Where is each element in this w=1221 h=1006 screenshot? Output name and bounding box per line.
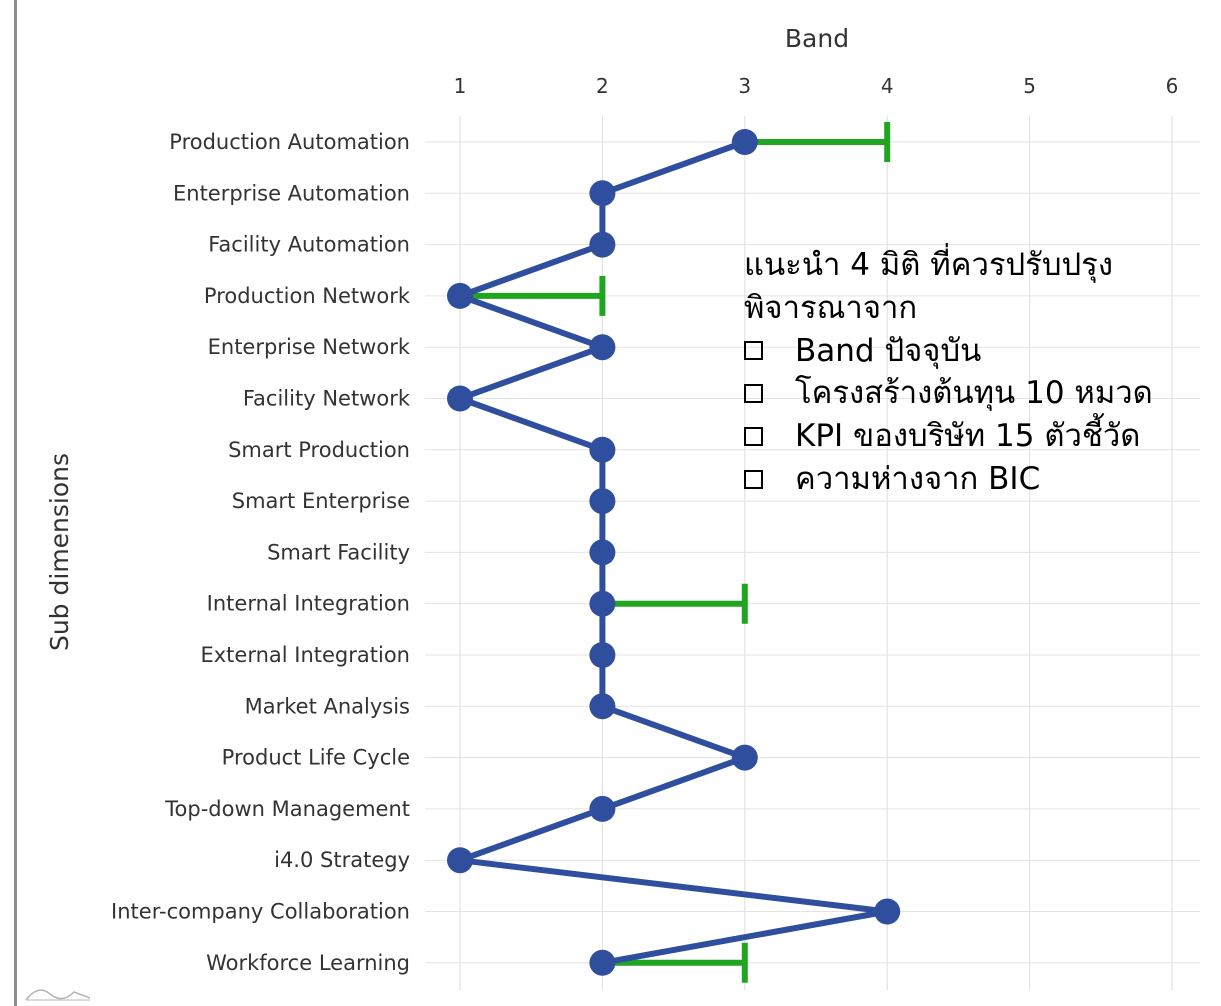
category-label: Smart Production (228, 438, 410, 462)
data-point (589, 693, 616, 720)
data-point (447, 385, 473, 412)
note-item: KPI ของบริษัท 15 ตัวชี้วัด (744, 415, 1214, 458)
target-bars (460, 122, 891, 983)
category-label: Inter-company Collaboration (111, 900, 410, 924)
data-point (731, 744, 758, 771)
category-label: Top-down Management (164, 797, 410, 821)
data-point (589, 488, 616, 515)
checkbox-icon (744, 426, 763, 446)
x-tick-label: 2 (596, 74, 609, 98)
data-point (589, 436, 616, 463)
data-point (589, 180, 616, 207)
x-tick-label: 3 (738, 74, 751, 98)
note-item-text: ความห่างจาก BIC (795, 460, 1041, 497)
data-point (874, 898, 901, 925)
note-item: ความห่างจาก BIC (744, 458, 1214, 501)
recommendation-note: แนะนำ 4 มิติ ที่ควรปรับปรุง พิจารณาจาก B… (744, 244, 1214, 501)
category-label: Facility Network (243, 387, 411, 411)
chart-thumbnail-icon (25, 989, 91, 1001)
category-label: Smart Facility (267, 540, 410, 564)
y-axis-title: Sub dimensions (45, 453, 74, 651)
x-tick-label: 5 (1023, 74, 1036, 98)
category-label: Internal Integration (207, 592, 410, 616)
category-label: Facility Automation (208, 233, 410, 257)
category-label: Workforce Learning (206, 951, 410, 975)
data-point (447, 847, 473, 874)
checkbox-icon (744, 341, 763, 361)
category-label: Production Network (204, 284, 411, 308)
data-point (589, 334, 616, 361)
category-label: Enterprise Automation (173, 181, 410, 205)
note-item: Band ปัจจุบัน (744, 330, 1214, 373)
x-tick-label: 4 (881, 74, 894, 98)
x-axis-ticks: 1 2 3 4 5 6 (454, 74, 1179, 98)
x-axis-title: Band (785, 24, 849, 53)
y-axis-labels: Production Automation Enterprise Automati… (111, 130, 411, 975)
note-item-text: Band ปัจจุบัน (795, 332, 982, 369)
series-points (447, 129, 901, 976)
note-title-line2: พิจารณาจาก (744, 289, 918, 326)
category-label: Smart Enterprise (232, 489, 410, 513)
checkbox-icon (744, 469, 763, 489)
data-point (447, 282, 473, 309)
category-label: i4.0 Strategy (274, 848, 410, 872)
note-title-line1: แนะนำ 4 มิติ ที่ควรปรับปรุง (744, 247, 1113, 283)
x-tick-label: 6 (1166, 74, 1179, 98)
note-item-text: โครงสร้างต้นทุน 10 หมวด (795, 375, 1153, 412)
category-label: Production Automation (169, 130, 410, 154)
x-tick-label: 1 (454, 74, 467, 98)
data-point (589, 539, 616, 566)
note-item-text: KPI ของบริษัท 15 ตัวชี้วัด (795, 418, 1141, 455)
data-point (589, 949, 616, 976)
left-border (14, 0, 17, 1006)
data-point (589, 642, 616, 668)
data-point (589, 590, 616, 617)
category-label: Enterprise Network (208, 335, 411, 359)
data-point (731, 129, 758, 155)
data-point (589, 231, 616, 258)
data-point (589, 795, 616, 822)
checkbox-icon (744, 384, 763, 404)
grid (425, 116, 1200, 990)
category-label: Product Life Cycle (222, 746, 410, 770)
note-item: โครงสร้างต้นทุน 10 หมวด (744, 372, 1214, 415)
category-label: Market Analysis (245, 694, 410, 718)
category-label: External Integration (200, 643, 410, 667)
